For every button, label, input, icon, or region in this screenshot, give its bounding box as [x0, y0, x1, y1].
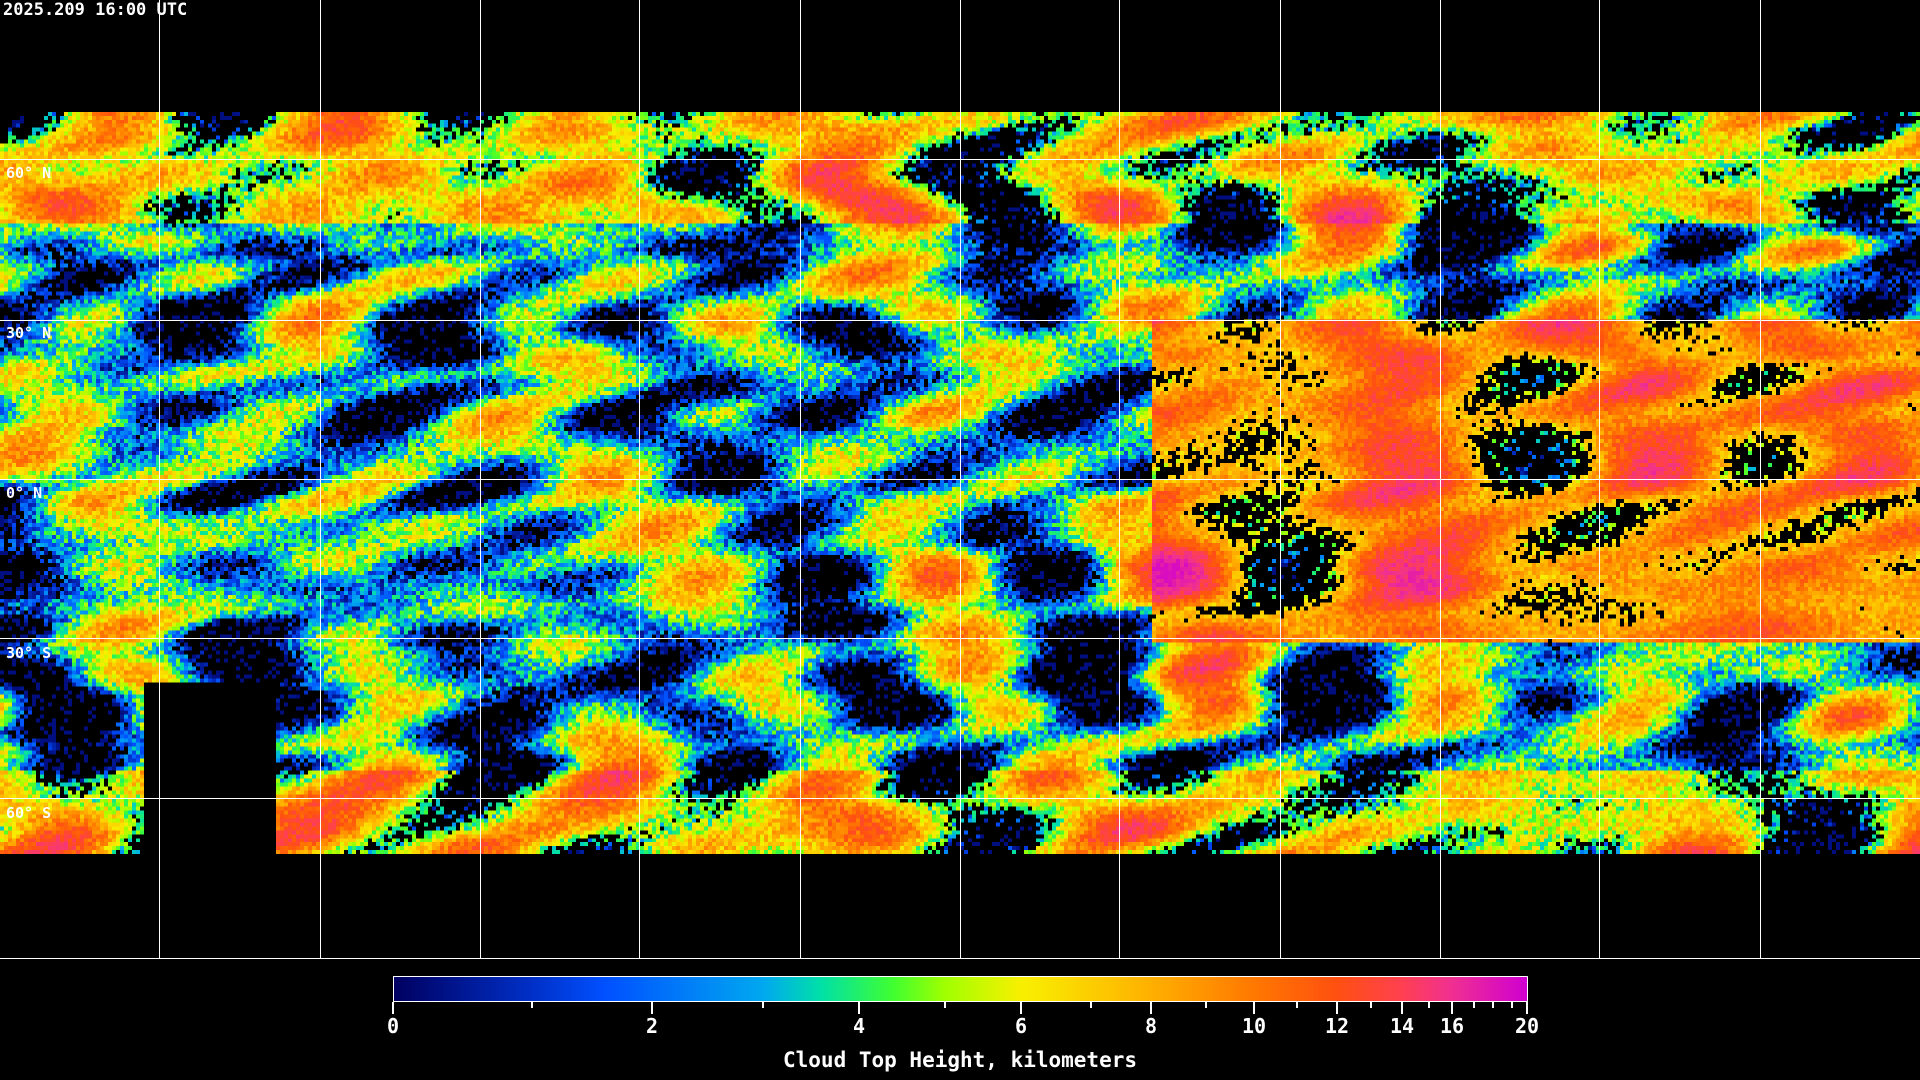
colorbar-minor-tick: [1370, 1002, 1372, 1008]
colorbar-major-tick: [651, 1002, 653, 1014]
colorbar-major-tick: [1336, 1002, 1338, 1014]
parallel-line-30n: [0, 320, 1920, 321]
parallel-line-equator: [0, 479, 1920, 480]
colorbar-major-tick: [1401, 1002, 1403, 1014]
colorbar-major-tick: [1020, 1002, 1022, 1014]
colorbar-title: Cloud Top Height, kilometers: [782, 1048, 1138, 1072]
colorbar-major-tick: [1253, 1002, 1255, 1014]
timestamp: 2025.209 16:00 UTC: [3, 0, 188, 20]
colorbar-tick-label: 14: [1389, 1014, 1415, 1038]
parallel-line-60n: [0, 159, 1920, 160]
colorbar-tick-label: 6: [1014, 1014, 1028, 1038]
colorbar-major-tick: [1150, 1002, 1152, 1014]
lat-label-60s: 60° S: [6, 804, 52, 822]
colorbar-minor-tick: [1473, 1002, 1475, 1008]
colorbar-tick-label: 4: [852, 1014, 866, 1038]
colorbar-tick-label: 12: [1324, 1014, 1350, 1038]
colorbar-tick-label: 2: [645, 1014, 659, 1038]
colorbar-major-tick: [1451, 1002, 1453, 1014]
colorbar-major-tick: [1526, 1002, 1528, 1014]
colorbar-minor-tick: [1090, 1002, 1092, 1008]
colorbar-minor-tick: [762, 1002, 764, 1008]
cloud-top-height-map: 60° N 30° N 0° N 30° S 60° S 2025.209 16…: [0, 0, 1920, 958]
lat-label-60n: 60° N: [6, 164, 52, 182]
colorbar-minor-tick: [1511, 1002, 1513, 1008]
map-bottom-border: [0, 958, 1920, 959]
colorbar-major-tick: [392, 1002, 394, 1014]
lat-label-30n: 30° N: [6, 324, 52, 342]
parallel-line-60s: [0, 798, 1920, 799]
parallel-line-30s: [0, 638, 1920, 639]
colorbar-minor-tick: [1205, 1002, 1207, 1008]
colorbar-tick-label: 20: [1514, 1014, 1540, 1038]
colorbar: [393, 976, 1528, 1002]
colorbar-major-tick: [858, 1002, 860, 1014]
colorbar-minor-tick: [1492, 1002, 1494, 1008]
colorbar-minor-tick: [531, 1002, 533, 1008]
colorbar-minor-tick: [1296, 1002, 1298, 1008]
colorbar-tick-label: 8: [1144, 1014, 1158, 1038]
colorbar-tick-label: 16: [1439, 1014, 1465, 1038]
colorbar-minor-tick: [1428, 1002, 1430, 1008]
colorbar-tick-label: 0: [386, 1014, 400, 1038]
colorbar-tick-label: 10: [1241, 1014, 1267, 1038]
colorbar-minor-tick: [944, 1002, 946, 1008]
lat-label-equator: 0° N: [6, 484, 43, 502]
lat-label-30s: 30° S: [6, 644, 52, 662]
